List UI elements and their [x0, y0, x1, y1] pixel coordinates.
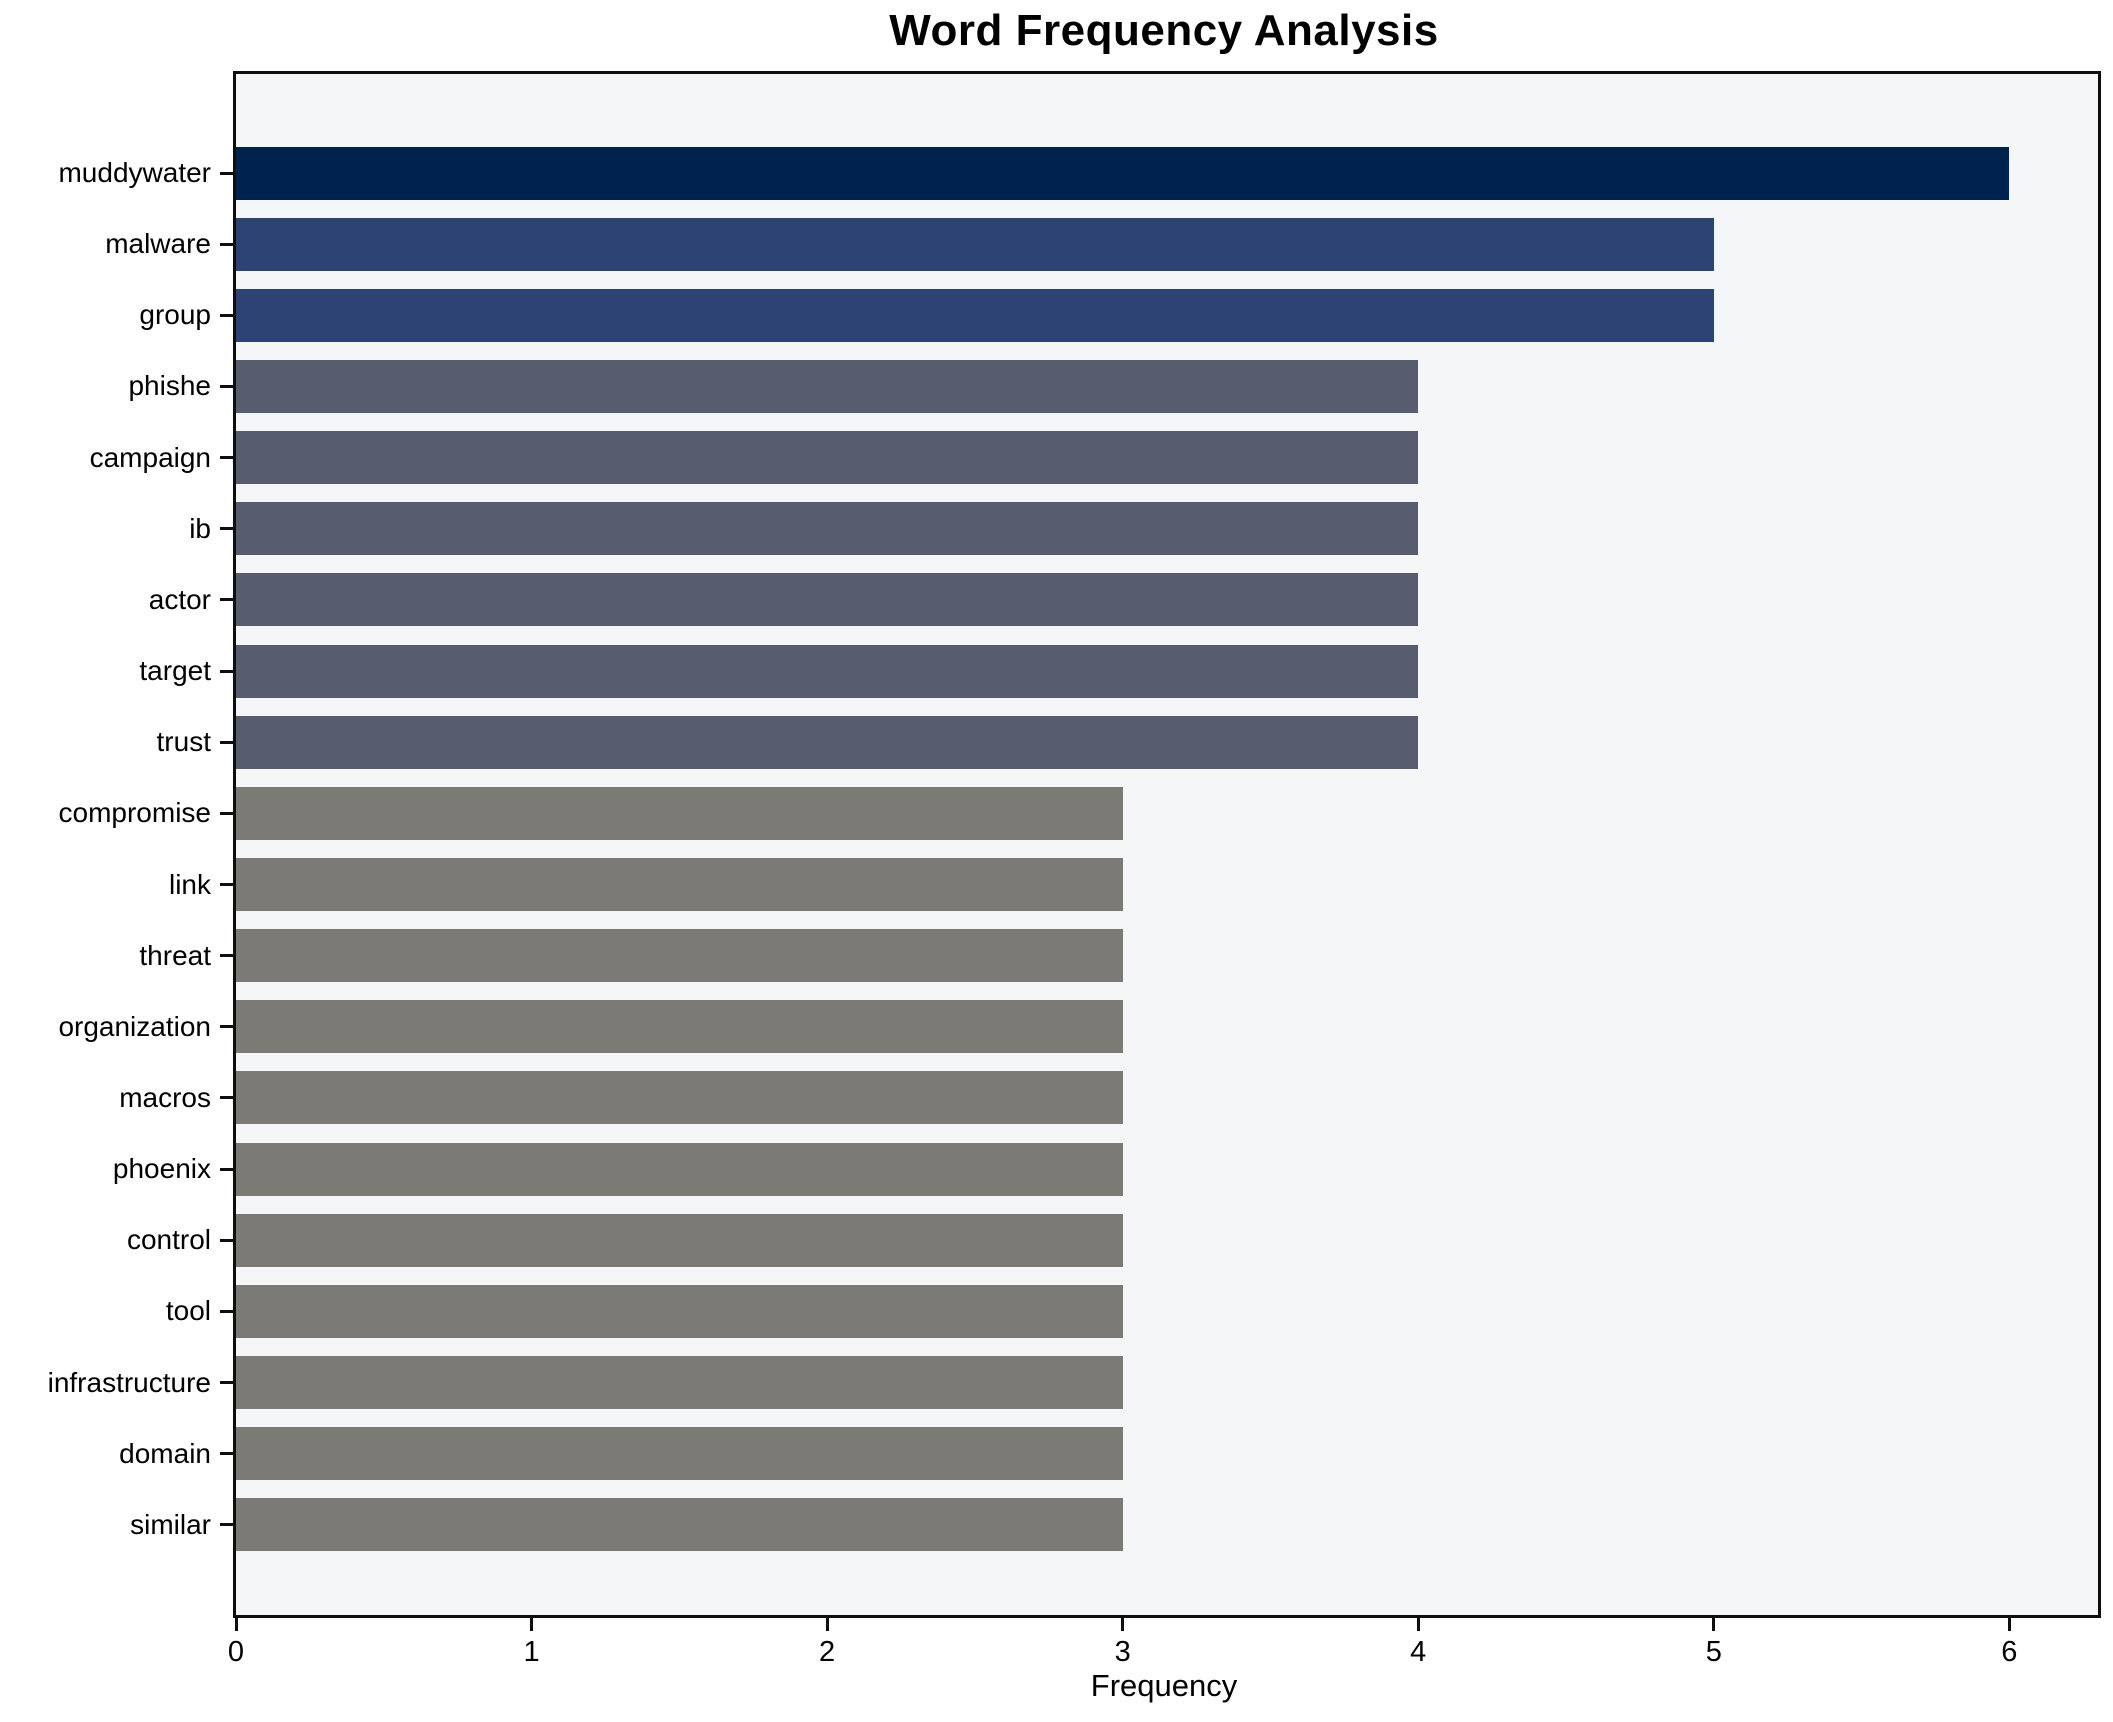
- bar-threat: [236, 929, 1123, 983]
- plot-area: [233, 71, 2101, 1618]
- x-tick-label-0: 0: [227, 1636, 245, 1668]
- bar-campaign: [236, 431, 1419, 485]
- y-tick-compromise: [220, 811, 233, 815]
- bar-domain: [236, 1427, 1123, 1481]
- y-label-control: control: [126, 1224, 211, 1256]
- x-tick-label-5: 5: [1705, 1636, 1722, 1668]
- bar-tool: [236, 1284, 1123, 1338]
- bar-infrastructure: [236, 1356, 1123, 1410]
- y-label-muddywater: muddywater: [58, 157, 211, 188]
- y-tick-control: [220, 1238, 233, 1242]
- y-tick-malware: [220, 242, 233, 246]
- x-tick-6: [2007, 1618, 2011, 1631]
- y-label-phishe: phishe: [128, 370, 211, 402]
- bar-control: [236, 1213, 1123, 1267]
- y-label-target: target: [139, 655, 211, 687]
- x-tick-label-3: 3: [1114, 1636, 1131, 1668]
- y-label-malware: malware: [105, 228, 211, 260]
- y-tick-phoenix: [220, 1167, 233, 1171]
- y-tick-infrastructure: [220, 1381, 233, 1385]
- bar-phishe: [236, 359, 1419, 413]
- x-tick-label-4: 4: [1410, 1636, 1427, 1668]
- y-tick-campaign: [220, 456, 233, 460]
- y-tick-trust: [220, 740, 233, 744]
- x-tick-label-1: 1: [523, 1636, 540, 1668]
- y-tick-domain: [220, 1452, 233, 1456]
- y-label-link: link: [168, 868, 211, 900]
- y-tick-phishe: [220, 384, 233, 388]
- bar-similar: [236, 1498, 1123, 1552]
- x-tick-0: [234, 1618, 238, 1631]
- x-tick-label-2: 2: [819, 1636, 836, 1668]
- y-tick-target: [220, 669, 233, 673]
- y-label-organization: organization: [58, 1010, 211, 1042]
- y-tick-threat: [220, 954, 233, 958]
- x-tick-label-6: 6: [2001, 1636, 2018, 1668]
- y-label-infrastructure: infrastructure: [47, 1366, 211, 1398]
- y-label-ib: ib: [189, 512, 211, 544]
- x-tick-4: [1416, 1618, 1420, 1631]
- y-label-tool: tool: [165, 1295, 211, 1327]
- y-tick-organization: [220, 1025, 233, 1029]
- y-tick-group: [220, 313, 233, 317]
- y-label-similar: similar: [130, 1508, 211, 1540]
- x-axis-title: Frequency: [1090, 1668, 1238, 1703]
- bar-organization: [236, 1000, 1123, 1054]
- y-tick-similar: [220, 1523, 233, 1527]
- y-tick-actor: [220, 598, 233, 602]
- bar-macros: [236, 1071, 1123, 1125]
- bar-actor: [236, 573, 1419, 627]
- y-label-compromise: compromise: [58, 797, 211, 829]
- bar-compromise: [236, 786, 1123, 840]
- x-tick-3: [1121, 1618, 1125, 1631]
- bar-trust: [236, 715, 1419, 769]
- chart-title: Word Frequency Analysis: [889, 6, 1439, 55]
- y-label-domain: domain: [119, 1437, 211, 1469]
- x-tick-5: [1712, 1618, 1716, 1631]
- y-tick-link: [220, 883, 233, 886]
- bar-phoenix: [236, 1142, 1123, 1196]
- y-tick-macros: [220, 1096, 233, 1100]
- y-label-phoenix: phoenix: [112, 1153, 211, 1185]
- y-tick-tool: [220, 1309, 233, 1313]
- y-tick-muddywater: [220, 171, 233, 175]
- bar-target: [236, 644, 1419, 698]
- x-tick-2: [825, 1618, 829, 1631]
- y-label-campaign: campaign: [89, 441, 211, 473]
- bar-link: [236, 858, 1123, 911]
- y-label-actor: actor: [148, 583, 211, 615]
- y-label-trust: trust: [156, 726, 211, 758]
- bar-ib: [236, 502, 1419, 556]
- x-tick-1: [530, 1618, 534, 1631]
- bar-malware: [236, 217, 1714, 271]
- bar-group: [236, 288, 1714, 342]
- y-label-threat: threat: [139, 939, 211, 971]
- y-label-macros: macros: [119, 1081, 211, 1113]
- y-label-group: group: [139, 299, 211, 331]
- y-tick-ib: [220, 527, 233, 531]
- bar-muddywater: [236, 146, 2010, 200]
